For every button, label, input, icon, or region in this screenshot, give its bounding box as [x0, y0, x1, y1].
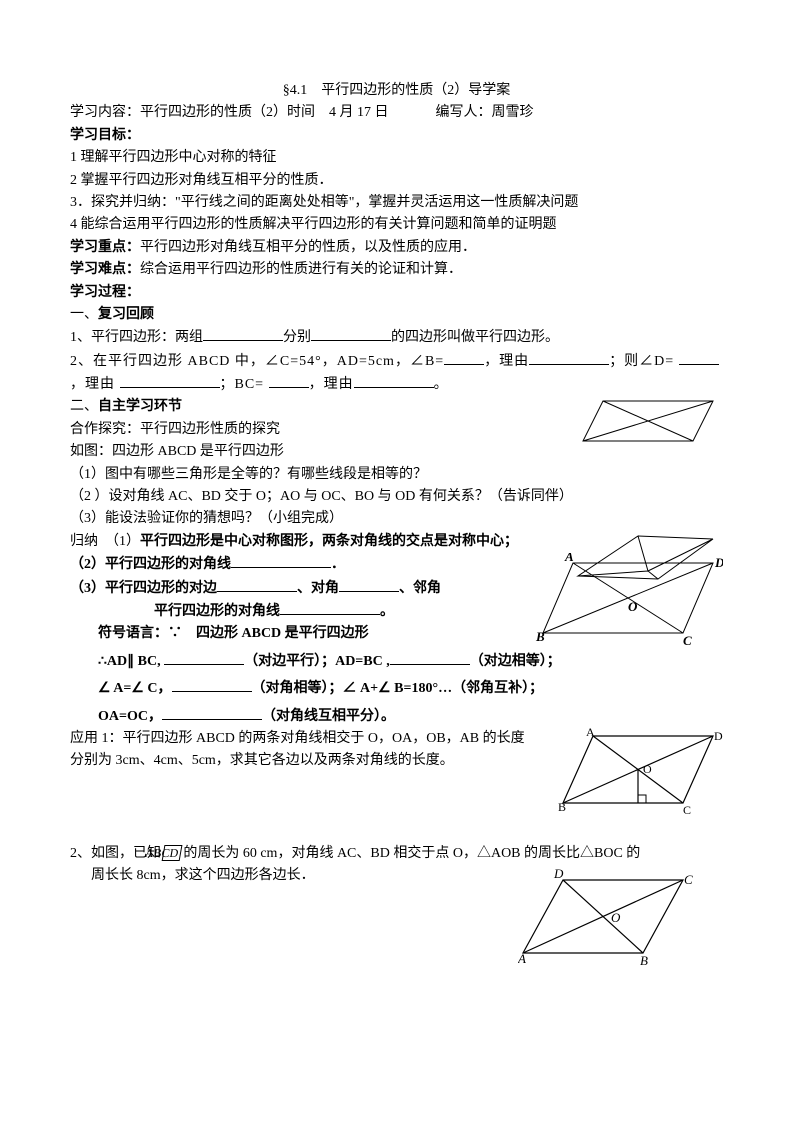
doc-title: §4.1 平行四边形的性质（2）导学案: [70, 80, 723, 102]
summary-1: 归纳 （1）平行四边形是中心对称图形，两条对角线的交点是对称中心；: [70, 531, 550, 553]
review-2g: 。: [434, 377, 449, 392]
svg-text:D: D: [553, 868, 564, 881]
review-1a: 1、平行四边形：两组: [70, 330, 203, 345]
svg-text:B: B: [640, 953, 648, 968]
author: 编写人：周雪珍: [436, 105, 534, 120]
svg-text:B: B: [558, 800, 566, 814]
review-1: 1、平行四边形：两组 分别 的四边形叫做平行四边形。: [70, 326, 723, 349]
review-2b: ，理由: [484, 354, 529, 369]
blank: [679, 350, 719, 365]
svg-text:C: C: [683, 803, 691, 817]
svg-text:D: D: [714, 729, 723, 743]
review-2f: ，理由: [309, 377, 354, 392]
summary-4b: 。: [380, 604, 394, 619]
blank: [120, 373, 220, 388]
summary-2a: （2）平行四边形的对角线: [70, 557, 231, 572]
review-1b: 分别: [283, 330, 311, 345]
sl1a: ∴AD∥ BC,: [98, 654, 164, 669]
symbol-lang-1: ∴AD∥ BC, （对边平行）；AD=BC , （对边相等）；: [70, 650, 723, 673]
svg-text:O: O: [628, 599, 638, 614]
svg-text:C: C: [683, 633, 692, 648]
svg-text:D: D: [714, 555, 723, 570]
review-2a: 2、在平行四边形 ABCD 中，∠C=54°，AD=5cm，∠B=: [70, 354, 444, 369]
review-2: 2、在平行四边形 ABCD 中，∠C=54°，AD=5cm，∠B= ，理由 ；则∠D…: [70, 350, 723, 397]
symbol-lang-3: OA=OC， （对角线互相平分）。: [70, 705, 723, 728]
svg-text:C: C: [684, 872, 693, 887]
goal-2: 2 掌握平行四边形对角线互相平分的性质．: [70, 170, 723, 192]
svg-text:A: A: [564, 553, 574, 564]
sl3b: （对角线互相平分）。: [262, 709, 395, 724]
blank: [339, 577, 399, 592]
sl3a: OA=OC，: [98, 709, 162, 724]
svg-text:A: A: [586, 728, 595, 739]
summary-3c: 、邻角: [399, 581, 441, 596]
meta-line: 学习内容：平行四边形的性质（2）时间 4 月 17 日 编写人：周雪珍: [70, 102, 723, 124]
parallelogram-symbol-icon: ABCD: [162, 845, 183, 861]
blank: [217, 577, 297, 592]
parallelogram-diag-icon: [573, 391, 723, 451]
blank: [162, 705, 262, 720]
application-1: 应用 1：平行四边形 ABCD 的两条对角线相交于 O，OA，OB，AB 的长度…: [70, 728, 530, 773]
sl1c: （对边相等）；: [470, 654, 561, 669]
blank: [354, 373, 434, 388]
blank: [444, 350, 484, 365]
explore-q3: （3）能设法验证你的猜想吗？（小组完成）: [70, 508, 723, 530]
symbol-lang-2: ∠ A=∠ C， （对角相等）；∠ A+∠ B=180°…（邻角互补）；: [70, 677, 723, 700]
study-process-heading: 学习过程：: [70, 282, 723, 304]
svg-text:O: O: [643, 762, 652, 776]
review-heading-bold: 复习回顾: [98, 307, 154, 322]
study-goal-heading: 学习目标：: [70, 125, 723, 147]
goal-3: 3．探究并归纳："平行线之间的距离处处相等"，掌握并灵活运用这一性质解决问题: [70, 192, 723, 214]
focus-text: 平行四边形对角线互相平分的性质，以及性质的应用．: [140, 240, 476, 255]
review-heading: 一、复习回顾: [70, 304, 723, 326]
svg-text:O: O: [611, 910, 621, 925]
explore-q2: （2 ）设对角线 AC、BD 交于 O；AO 与 OC、BO 与 OD 有何关系…: [70, 486, 723, 508]
review-1c: 的四边形叫做平行四边形。: [391, 330, 559, 345]
review-2e: ；BC=: [220, 377, 265, 392]
goal-1: 1 理解平行四边形中心对称的特征: [70, 147, 723, 169]
focus-label: 学习重点：: [70, 240, 140, 255]
goal-4: 4 能综合运用平行四边形的性质解决平行四边形的有关计算问题和简单的证明题: [70, 214, 723, 236]
summary-label: 归纳 （1）: [70, 534, 140, 549]
summary-1-text: 平行四边形是中心对称图形，两条对角线的交点是对称中心；: [140, 534, 518, 549]
difficulty-text: 综合运用平行四边形的性质进行有关的论证和计算．: [140, 262, 462, 277]
blank: [390, 650, 470, 665]
parallelogram-labeled-icon: A D B C O: [533, 553, 723, 653]
summary-4a: 平行四边形的对角线: [154, 604, 280, 619]
blank: [203, 326, 283, 341]
summary-2b: ．: [331, 557, 345, 572]
blank: [172, 677, 252, 692]
q2-figure-icon: D C A B O: [518, 868, 693, 968]
study-focus: 学习重点：平行四边形对角线互相平分的性质，以及性质的应用．: [70, 237, 723, 259]
blank: [164, 650, 244, 665]
study-content: 学习内容：平行四边形的性质（2）时间 4 月 17 日: [70, 105, 389, 120]
blank: [269, 373, 309, 388]
summary-3b: 、对角: [297, 581, 339, 596]
self-study-heading-bold: 自主学习环节: [98, 399, 182, 414]
blank: [311, 326, 391, 341]
blank: [529, 350, 609, 365]
app1-figure-icon: A D B C O: [558, 728, 723, 818]
blank: [231, 553, 331, 568]
svg-text:A: A: [518, 951, 526, 966]
sl1b: （对边平行）；AD=BC ,: [244, 654, 390, 669]
difficulty-label: 学习难点：: [70, 262, 140, 277]
review-2d: ，理由: [70, 377, 115, 392]
sl2a: ∠ A=∠ C，: [98, 681, 172, 696]
explore-q1: （1）图中有哪些三角形是全等的？有哪些线段是相等的？: [70, 464, 723, 486]
sl2b: （对角相等）；∠ A+∠ B=180°…（邻角互补）；: [252, 681, 544, 696]
review-2c: ；则∠D=: [609, 354, 674, 369]
svg-text:B: B: [535, 629, 545, 644]
blank: [280, 600, 380, 615]
summary-3a: （3）平行四边形的对边: [70, 581, 217, 596]
study-difficulty: 学习难点：综合运用平行四边形的性质进行有关的论证和计算．: [70, 259, 723, 281]
